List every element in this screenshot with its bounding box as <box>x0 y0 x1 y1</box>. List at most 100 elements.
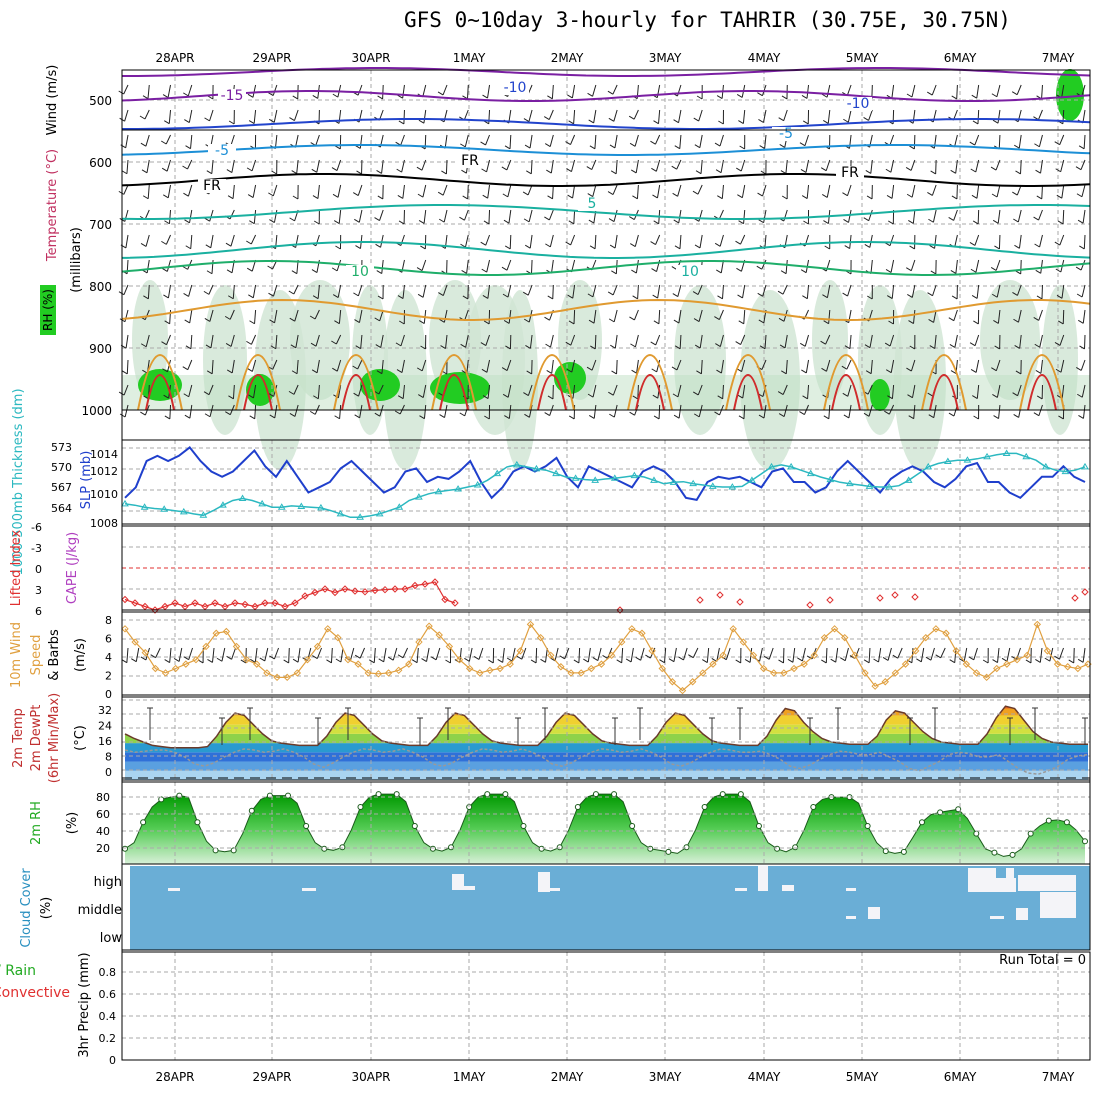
wind-barb <box>221 647 226 662</box>
wind-barb-flag <box>629 142 636 147</box>
wind-barb-flag <box>736 94 743 98</box>
wind-barb-flag <box>270 345 277 350</box>
wind-barb <box>549 134 554 147</box>
wind-barb-flag <box>803 220 809 225</box>
wind-barb <box>846 84 852 96</box>
wind-barb-flag <box>592 657 599 662</box>
wind-barb <box>742 384 746 399</box>
wind-barb-flag <box>309 410 316 415</box>
date-label-top: 29APR <box>252 51 291 65</box>
wind-barb <box>940 647 946 659</box>
wind-barb <box>358 309 363 323</box>
wind-barb-flag <box>693 413 700 418</box>
wind-barb-flag <box>1011 656 1017 660</box>
wind-barb <box>1082 209 1086 224</box>
wind-barb <box>1083 234 1086 249</box>
wind-barb <box>527 384 533 396</box>
wind-barb <box>932 284 937 296</box>
wind-barb <box>870 359 873 374</box>
wind-barb <box>1038 209 1043 221</box>
wind-barb <box>314 309 320 320</box>
wind-barb <box>166 159 172 172</box>
wind-barb <box>997 309 1001 324</box>
wind-tick-label: 6 <box>105 633 112 646</box>
lifted-index-point <box>311 588 319 597</box>
wind-barb-flag <box>993 415 999 420</box>
lifted-index-point <box>806 601 814 609</box>
thickness-point <box>571 474 580 481</box>
wind-barb-flag <box>991 193 998 198</box>
wind-barb <box>996 384 1001 398</box>
wind-barb-flag <box>246 240 252 245</box>
wind-barb-flag <box>335 658 342 663</box>
wind-barb-flag <box>504 415 510 419</box>
wind-barb-flag <box>332 193 339 198</box>
wind-barb-flag <box>331 267 338 272</box>
wind-barb <box>209 209 214 222</box>
contour-20 <box>627 354 673 411</box>
wind-barb-flag <box>715 343 721 348</box>
cloud-block <box>538 872 550 892</box>
wind-barb-flag <box>1077 219 1084 224</box>
wind-barb-flag <box>394 410 401 415</box>
wind-barb <box>339 404 342 419</box>
thickness-point <box>336 509 345 517</box>
wind-speed-point <box>729 625 737 633</box>
lifted-index-point <box>261 599 269 607</box>
wind-barb <box>634 234 639 247</box>
lifted-index-point <box>441 595 449 604</box>
temp-band <box>125 743 1088 753</box>
contour-25 <box>537 374 567 411</box>
contour-minus5 <box>121 144 1091 156</box>
wind-barb <box>846 359 852 370</box>
wind-speed-point <box>901 660 910 668</box>
wind-speed-point <box>699 669 707 677</box>
wind-barb-flag <box>738 320 745 325</box>
wind-barb-flag <box>625 658 632 663</box>
wind-barb <box>357 184 363 196</box>
pressure-tick-label: 500 <box>89 94 112 108</box>
wind-barb <box>635 259 639 274</box>
wind-barb <box>572 184 576 199</box>
wind-barb-flag <box>586 366 593 371</box>
wind-barb-flag <box>609 413 615 418</box>
wind-barb <box>612 84 618 95</box>
wind-barb <box>478 647 484 660</box>
wind-barb-flag <box>1076 293 1083 298</box>
wind-barb <box>658 109 661 124</box>
wind-barb <box>272 359 278 370</box>
lifted-index-point <box>401 585 409 593</box>
cloud-block <box>968 868 996 892</box>
wind-barb <box>764 234 767 249</box>
wind-barb-flag <box>445 659 451 664</box>
wind-barb-flag <box>417 193 424 198</box>
wind-barb-flag <box>823 320 829 325</box>
wind-barb-flag <box>672 393 679 398</box>
contour-minus20 <box>122 67 1091 77</box>
wind-barb <box>826 184 831 198</box>
wind-barb-flag <box>884 410 890 415</box>
wind-barb <box>545 647 548 663</box>
thickness-point <box>179 507 188 515</box>
wind-barb-flag <box>630 243 636 248</box>
wind-barb <box>1040 359 1043 374</box>
wind-barb-flag <box>801 369 807 374</box>
wind-barb <box>535 647 538 663</box>
wind-barb-flag <box>736 267 742 272</box>
wind-barb <box>295 334 299 348</box>
wind-barb <box>294 309 299 322</box>
wind-barb <box>616 359 618 374</box>
thickness-point <box>258 499 267 507</box>
cloud-block <box>782 885 794 891</box>
date-label-bottom: 4MAY <box>748 1070 781 1084</box>
contour-25 <box>831 374 861 411</box>
wind-barb-flag <box>992 119 999 124</box>
wind-speed-point <box>1053 660 1062 668</box>
wind-speed-point <box>273 673 281 682</box>
wind-barb-flag <box>481 368 488 373</box>
wind-barb <box>317 384 320 399</box>
rh-point <box>375 791 382 798</box>
precip-tick-label: 0 <box>109 1054 116 1067</box>
wind-barb-flag <box>183 656 189 661</box>
contour-label-bg <box>208 144 236 158</box>
